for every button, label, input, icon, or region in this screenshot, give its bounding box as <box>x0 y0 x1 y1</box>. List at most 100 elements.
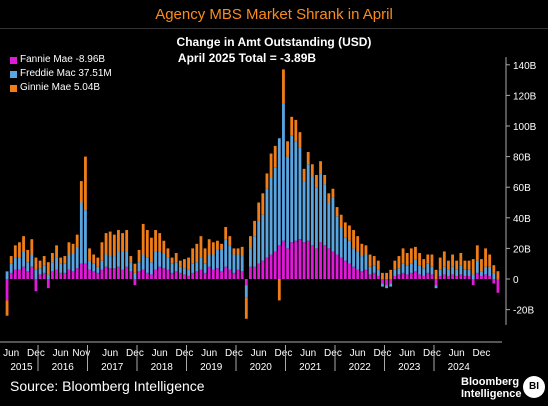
bar-segment-fannie-2018-02 <box>141 269 145 279</box>
bar-segment-freddie-2017-05 <box>104 254 108 267</box>
bar-segment-fannie-2023-03 <box>393 275 397 279</box>
bar-segment-fannie-2016-09 <box>71 271 75 279</box>
bar-segment-freddie-2017-07 <box>112 256 116 269</box>
bar-segment-freddie-2024-04 <box>447 269 450 276</box>
bar-segment-freddie-2017-11 <box>129 262 133 272</box>
bar-segment-freddie-2023-10 <box>422 268 426 276</box>
bar-segment-freddie-2018-07 <box>162 252 166 269</box>
bar-segment-freddie-2019-06 <box>207 254 211 267</box>
bar-segment-freddie-2024-09 <box>467 269 471 276</box>
bar-segment-fannie-2016-12 <box>84 263 87 279</box>
bar-segment-ginnie-2015-11 <box>30 239 34 255</box>
bar-segment-freddie-2024-06 <box>455 269 459 276</box>
bar-segment-freddie-2020-08 <box>265 188 269 258</box>
bar-segment-freddie-2017-06 <box>108 256 112 269</box>
bar-segment-freddie-2019-10 <box>224 239 228 267</box>
x-year-label: 2018 <box>151 362 174 372</box>
x-month-label: Dec <box>473 348 491 359</box>
bar-segment-fannie-2017-04 <box>100 269 104 279</box>
bar-segment-freddie-2018-02 <box>141 254 145 270</box>
bar-segment-fannie-2022-06 <box>356 269 360 279</box>
bar-segment-fannie-2017-07 <box>112 268 116 279</box>
bar-segment-ginnie-2021-09 <box>319 161 322 174</box>
bar-segment-ginnie-2019-06 <box>207 239 211 255</box>
bar-segment-freddie-2020-10 <box>273 167 277 252</box>
bar-segment-freddie-2020-01 <box>236 254 240 270</box>
bar-segment-fannie-2022-11 <box>376 275 380 279</box>
bar-segment-fannie-2019-06 <box>207 266 211 279</box>
bar-segment-fannie-2024-02 <box>438 275 442 279</box>
bar-segment-fannie-2020-02 <box>240 271 244 279</box>
bar-segment-freddie-2024-01 <box>434 285 438 289</box>
bar-segment-ginnie-2016-12 <box>84 156 87 211</box>
bar-segment-freddie-2017-10 <box>125 251 129 267</box>
x-year-label: 2015 <box>10 362 33 372</box>
bar-segment-fannie-2022-08 <box>364 269 368 279</box>
bar-segment-fannie-2024-10 <box>471 279 475 286</box>
bar-segment-freddie-2023-11 <box>426 263 430 273</box>
bar-segment-ginnie-2024-01 <box>434 269 438 279</box>
bar-segment-ginnie-2021-04 <box>298 132 302 148</box>
x-month-label: Jun <box>449 348 465 359</box>
bar-segment-freddie-2023-05 <box>401 263 405 273</box>
bar-segment-ginnie-2022-11 <box>376 260 380 270</box>
bar-segment-fannie-2015-10 <box>26 271 30 279</box>
bar-segment-fannie-2018-11 <box>178 272 182 279</box>
bar-segment-ginnie-2016-10 <box>75 234 79 247</box>
bar-segment-ginnie-2022-01 <box>335 207 339 217</box>
bar-segment-ginnie-2018-03 <box>145 230 149 258</box>
bar-segment-fannie-2024-07 <box>459 274 463 279</box>
bar-segment-freddie-2022-05 <box>352 248 355 267</box>
bar-segment-ginnie-2015-10 <box>26 249 30 263</box>
bar-segment-fannie-2015-12 <box>34 279 38 292</box>
bar-segment-fannie-2022-04 <box>348 263 351 279</box>
bar-segment-ginnie-2023-11 <box>426 254 430 264</box>
bar-segment-ginnie-2024-05 <box>451 254 454 267</box>
x-year-label: 2021 <box>299 362 322 372</box>
bar-segment-ginnie-2023-07 <box>409 248 413 264</box>
bar-segment-fannie-2021-03 <box>294 240 298 279</box>
bar-segment-ginnie-2016-02 <box>42 256 46 266</box>
bar-segment-fannie-2018-01 <box>137 271 141 279</box>
bar-segment-ginnie-2017-10 <box>125 230 129 252</box>
bar-segment-ginnie-2020-03 <box>244 297 248 319</box>
bar-segment-freddie-2020-02 <box>240 256 244 272</box>
bar-segment-ginnie-2021-01 <box>286 141 289 157</box>
y-tick-label: -20B <box>513 306 534 317</box>
x-year-label: 2024 <box>448 362 471 372</box>
bar-segment-fannie-2020-06 <box>257 263 261 279</box>
bar-segment-fannie-2023-01 <box>385 279 388 286</box>
x-month-label: Dec <box>374 348 392 359</box>
legend-swatch-fannie <box>10 56 17 64</box>
bar-segment-freddie-2023-03 <box>393 269 397 276</box>
bar-segment-ginnie-2017-11 <box>129 256 133 263</box>
bar-segment-freddie-2021-04 <box>298 147 302 240</box>
legend-swatch-freddie <box>10 70 17 78</box>
bar-segment-fannie-2016-11 <box>79 263 83 279</box>
bar-segment-fannie-2024-11 <box>475 272 479 279</box>
bar-segment-fannie-2023-11 <box>426 272 430 279</box>
bar-segment-ginnie-2023-09 <box>418 252 421 266</box>
bar-segment-freddie-2016-02 <box>42 265 46 273</box>
bar-segment-ginnie-2016-05 <box>55 245 58 258</box>
x-month-label: Dec <box>275 348 293 359</box>
bar-segment-freddie-2023-08 <box>414 259 417 272</box>
x-month-label: Dec <box>423 348 441 359</box>
bar-segment-fannie-2016-03 <box>46 279 50 289</box>
bar-segment-freddie-2020-04 <box>249 248 252 267</box>
bar-segment-ginnie-2019-12 <box>232 248 236 255</box>
bar-segment-ginnie-2017-07 <box>112 234 116 257</box>
y-tick-label: 80B <box>513 153 531 164</box>
y-tick-label: 40B <box>513 214 531 225</box>
bar-segment-fannie-2021-02 <box>290 242 294 279</box>
bar-segment-ginnie-2022-08 <box>364 245 368 255</box>
bar-segment-ginnie-2022-10 <box>372 256 376 266</box>
bar-segment-ginnie-2016-06 <box>59 257 63 264</box>
bar-segment-freddie-2017-04 <box>100 260 104 270</box>
y-tick-label: 100B <box>513 122 537 133</box>
bar-segment-ginnie-2016-11 <box>79 181 83 203</box>
bar-segment-ginnie-2025-04 <box>496 271 500 279</box>
bar-segment-ginnie-2022-04 <box>348 225 351 241</box>
x-year-label: 2019 <box>200 362 223 372</box>
chart-subtitle: Change in Amt Outstanding (USD) <box>176 35 372 49</box>
